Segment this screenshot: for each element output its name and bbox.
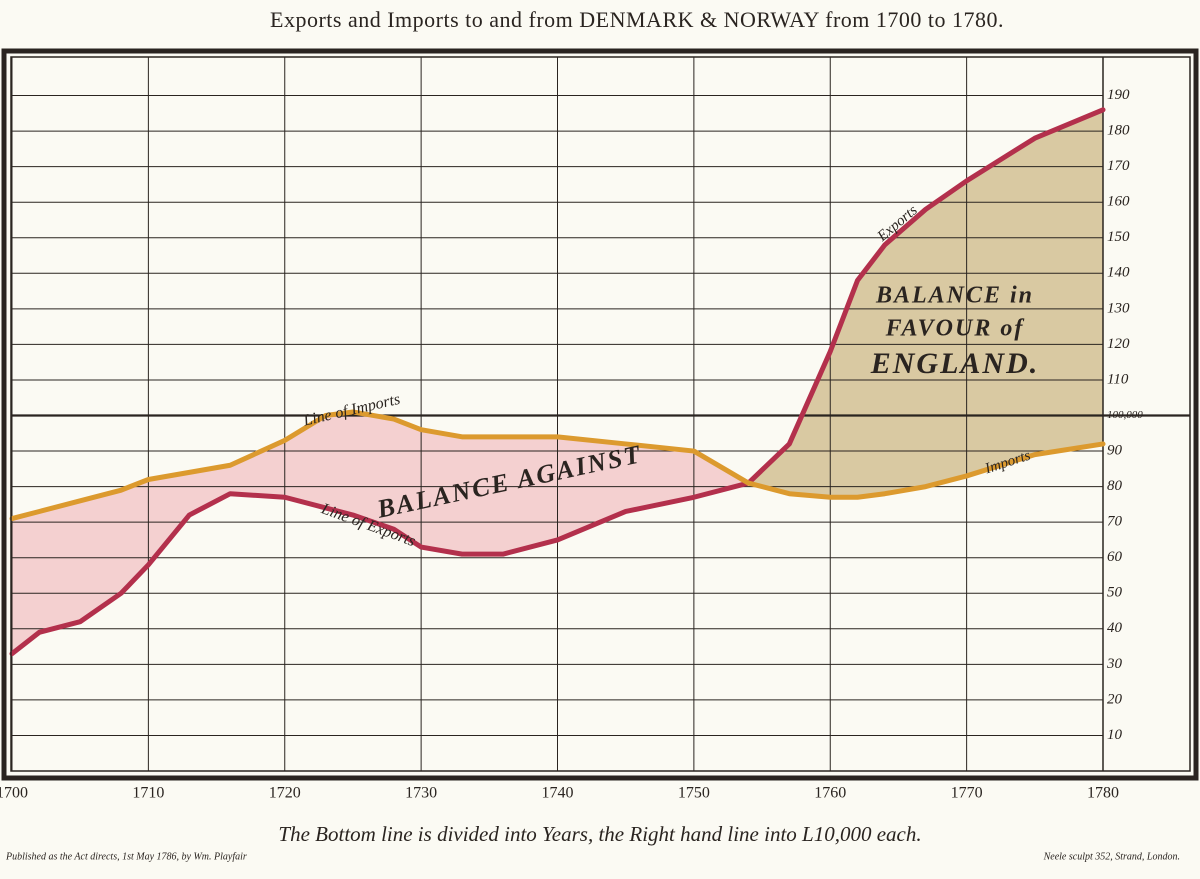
annotation: FAVOUR of bbox=[885, 316, 1025, 342]
engraver-note: Neele sculpt 352, Strand, London. bbox=[1043, 851, 1180, 862]
y-tick-label: 40 bbox=[1107, 620, 1123, 636]
annotation: ENGLAND. bbox=[870, 347, 1040, 380]
y-tick-label: 190 bbox=[1107, 87, 1130, 103]
series-line bbox=[9, 409, 1106, 522]
plot-area: 10 20 30 40 50 60 70 80 90 100,000 110 120 130 140 150… bbox=[0, 57, 1190, 802]
x-tick-label: 1760 bbox=[814, 785, 846, 802]
y-tick-label: 20 bbox=[1107, 691, 1123, 707]
y-tick-label: 50 bbox=[1107, 585, 1123, 601]
x-tick-label: 1730 bbox=[405, 785, 437, 802]
y-tick-label: 80 bbox=[1107, 478, 1123, 494]
y-tick-label: 100,000 bbox=[1107, 409, 1143, 421]
outer-frame bbox=[1, 48, 1199, 781]
x-tick-label: 1770 bbox=[951, 785, 983, 802]
inner-frame bbox=[10, 56, 1191, 772]
y-tick-label: 70 bbox=[1107, 514, 1123, 530]
annotation: BALANCE in bbox=[875, 283, 1034, 309]
y-tick-label: 140 bbox=[1107, 265, 1130, 281]
y-tick-label: 110 bbox=[1107, 371, 1129, 387]
balance-favour-area bbox=[748, 109, 1103, 498]
y-tick-label: 180 bbox=[1107, 123, 1130, 139]
x-tick-label: 1710 bbox=[132, 785, 164, 802]
y-tick-label: 130 bbox=[1107, 300, 1130, 316]
y-tick-label: 10 bbox=[1107, 727, 1123, 743]
y-tick-label: 90 bbox=[1107, 442, 1123, 458]
publisher-note: Published as the Act directs, 1st May 17… bbox=[5, 851, 247, 862]
y-tick-label: 150 bbox=[1107, 229, 1130, 245]
x-tick-label: 1720 bbox=[269, 785, 301, 802]
series-line bbox=[9, 107, 1106, 657]
x-tick-label: 1780 bbox=[1087, 785, 1119, 802]
x-tick-label: 1700 bbox=[0, 785, 28, 802]
x-tick-label: 1740 bbox=[542, 785, 574, 802]
y-tick-label: 170 bbox=[1107, 158, 1130, 174]
x-tick-label: 1750 bbox=[678, 785, 710, 802]
y-tick-label: 30 bbox=[1106, 656, 1123, 672]
y-tick-label: 160 bbox=[1107, 194, 1130, 210]
chart-title: Exports and Imports to and from DENMARK … bbox=[270, 7, 1004, 32]
footnote: The Bottom line is divided into Years, t… bbox=[278, 822, 921, 846]
y-tick-label: 60 bbox=[1107, 549, 1123, 565]
y-tick-label: 120 bbox=[1107, 336, 1130, 352]
